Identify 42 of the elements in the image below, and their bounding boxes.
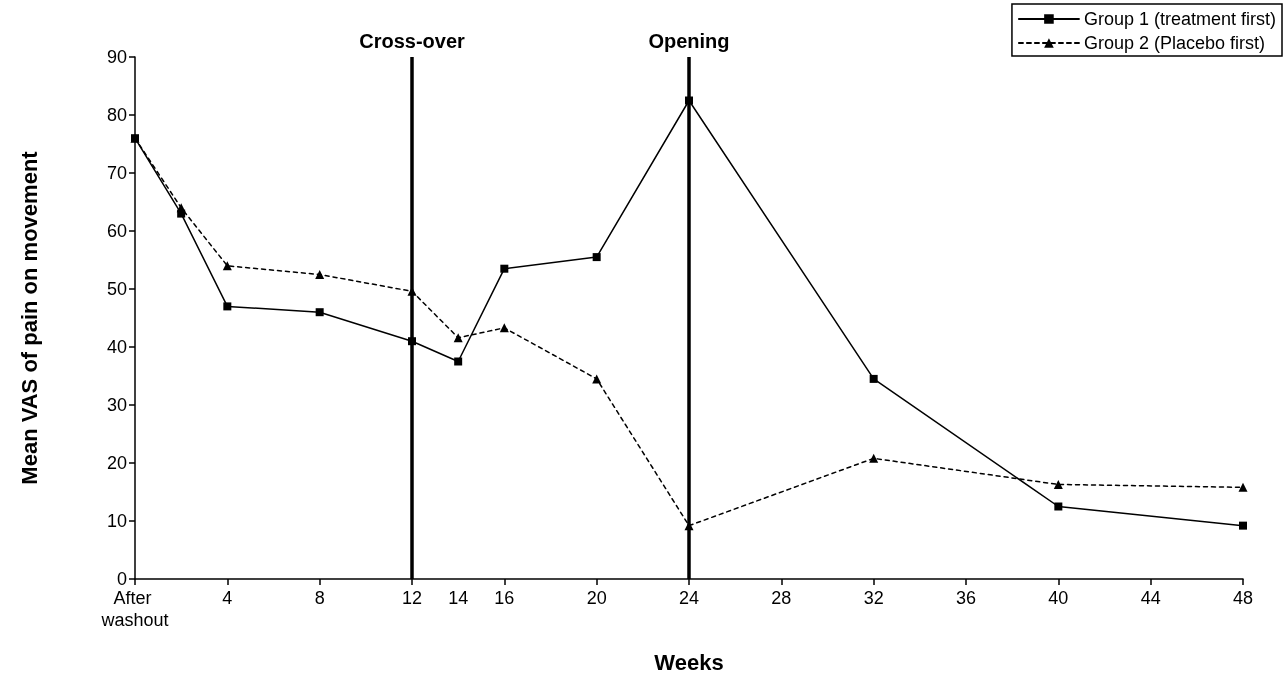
x-tick-label: 14: [448, 588, 469, 608]
y-tick-label: 20: [106, 453, 127, 473]
point: [500, 264, 509, 273]
y-tick-label: 30: [106, 395, 127, 415]
point: [1239, 521, 1247, 530]
point: [869, 453, 879, 463]
y-tick-label: 70: [106, 163, 127, 183]
y-tick-label: 80: [106, 105, 127, 125]
point: [223, 302, 232, 311]
x-tick-label: 48: [1232, 588, 1254, 608]
y-tick-label: 0: [116, 569, 127, 589]
legend-label: Group 2 (Placebo first): [1083, 33, 1266, 53]
x-tick-label: 36: [955, 588, 977, 608]
x-tick-label: 32: [863, 588, 884, 608]
x-tick-label: 12: [401, 588, 423, 608]
x-tick-label: 20: [586, 588, 607, 608]
point: [315, 308, 324, 317]
point: [1053, 479, 1063, 489]
x-tick-label: 44: [1140, 588, 1161, 608]
point: [454, 357, 463, 366]
point: [1054, 502, 1063, 511]
point: [869, 374, 878, 383]
legend-label: Group 1 (treatment first): [1083, 9, 1276, 29]
ref-line-label: Opening: [648, 30, 730, 52]
y-tick-label: 90: [106, 47, 127, 67]
x-tick-label: 16: [494, 588, 515, 608]
x-tick-label: 4: [222, 588, 233, 608]
x-tick-label: 8: [314, 588, 325, 608]
point: [315, 270, 325, 279]
y-tick-label: 10: [106, 511, 127, 531]
y-tick-label: 60: [106, 221, 127, 241]
point: [1238, 482, 1248, 492]
x-tick-label: 28: [771, 588, 792, 608]
y-tick-label: 50: [106, 279, 127, 299]
x-tick-label: 40: [1048, 588, 1069, 608]
ref-line-label: Cross-over: [359, 30, 466, 52]
y-tick-label: 40: [106, 337, 127, 357]
x-axis-title: Weeks: [654, 649, 724, 675]
x-tick-label: After washout: [100, 588, 169, 630]
x-tick-label: 24: [678, 588, 700, 608]
y-axis-title: Mean VAS of pain on movement: [16, 150, 42, 485]
point: [592, 253, 601, 262]
